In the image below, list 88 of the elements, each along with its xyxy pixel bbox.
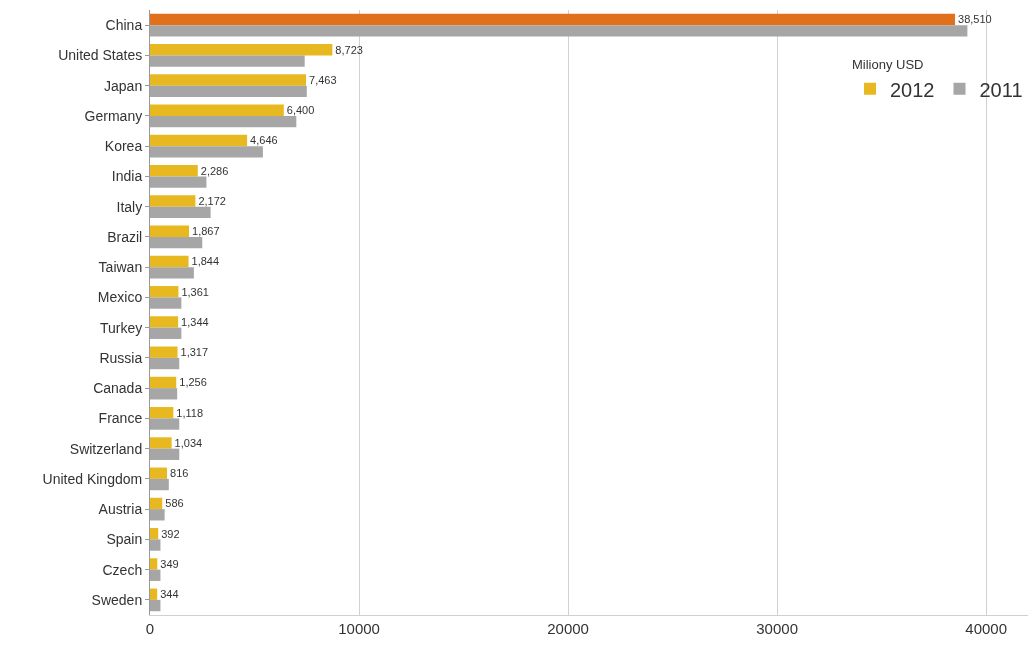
y-tick-label: Brazil [107,228,143,245]
x-tick-label: 30000 [756,620,798,637]
bar [150,104,284,116]
y-tick-label: Austria [98,501,143,518]
bar [150,558,158,570]
data-label: 7,463 [309,73,337,86]
bar [150,478,169,491]
data-label: 4,646 [250,134,278,147]
bar [150,437,172,449]
data-label: 38,510 [958,13,992,26]
bar [150,407,174,419]
bar [150,418,180,430]
bar [150,195,196,207]
bar [150,539,161,551]
bar [150,286,179,298]
legend-title: Miliony USD [852,57,924,73]
bar [150,467,168,479]
y-tick-label: Russia [99,349,143,366]
bar [150,588,158,600]
y-tick-label: Canada [93,380,143,397]
bar [150,255,189,268]
bar [150,236,203,249]
y-tick-label: Germany [84,107,143,124]
y-tick-label: United Kingdom [42,470,143,487]
data-label: 6,400 [286,104,315,117]
bar [150,85,307,97]
x-tick-label: 40000 [965,620,1008,637]
bar [150,225,190,237]
data-label: 1,034 [174,436,203,449]
y-tick-label: Japan [104,77,143,94]
bar [150,376,177,389]
data-label: 2,286 [200,164,229,177]
bar [150,297,182,309]
data-label: 586 [165,497,184,510]
y-tick-label: Turkey [99,319,143,336]
bar [150,346,178,358]
data-label: 1,317 [180,346,209,359]
data-label: 392 [161,527,180,540]
bar [150,448,180,460]
y-tick-label: China [105,17,143,34]
data-label: 1,256 [179,376,207,389]
y-tick-label: Korea [104,138,143,155]
bar [150,497,163,510]
bar [150,13,956,26]
legend-label: 2012 [890,78,935,101]
y-tick-label: France [98,410,143,427]
y-tick-label: Czech [102,561,143,578]
bar [150,134,248,147]
bar [150,388,178,400]
bar [150,206,211,218]
y-tick-label: United States [58,47,143,64]
y-tick-label: Switzerland [69,440,143,457]
bar [150,357,180,370]
bar [150,25,968,37]
data-label: 1,844 [191,255,220,268]
bar [150,165,198,177]
bar [150,569,161,581]
bar [150,44,333,56]
data-label: 349 [160,557,179,570]
legend-label: 2011 [979,78,1023,101]
data-label: 816 [170,467,189,480]
data-label: 2,172 [198,194,226,207]
bar [150,599,161,612]
data-label: 1,118 [176,406,204,419]
bar [150,55,305,67]
bar [150,327,182,339]
bar [150,74,307,86]
x-tick-label: 10000 [338,620,380,637]
y-tick-label: Mexico [97,289,143,306]
bar [150,146,263,158]
data-label: 1,867 [192,225,220,238]
y-tick-label: Sweden [91,591,143,608]
data-label: 8,723 [335,43,363,56]
bar [150,509,165,521]
data-label: 1,344 [181,315,209,328]
y-tick-label: India [111,168,143,185]
bar [150,267,194,279]
x-tick-label: 0 [145,620,155,637]
y-tick-label: Taiwan [98,259,143,276]
y-tick-label: Spain [106,531,143,548]
bar [150,528,159,540]
y-tick-label: Italy [116,198,143,215]
bar [150,316,179,328]
data-label: 1,361 [181,285,209,298]
data-label: 344 [160,588,179,601]
bar [150,115,297,128]
x-tick-label: 20000 [547,620,589,637]
bar [150,176,207,188]
